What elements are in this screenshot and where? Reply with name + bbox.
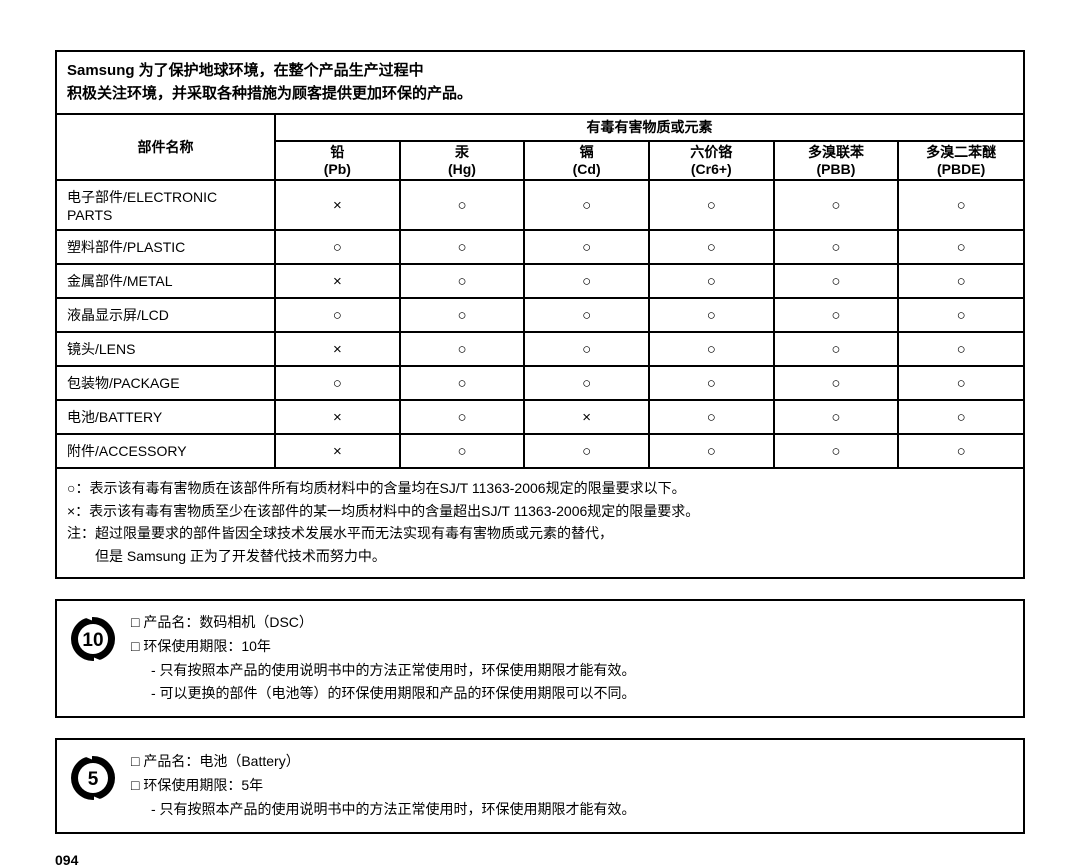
recycle-badge-10-icon: 10 [69,611,117,663]
value-cell: ○ [400,264,525,298]
info-block-10: 10 □ 产品名：数码相机（DSC） □ 环保使用期限：10年 - 只有按照本产… [55,599,1025,718]
value-cell: × [275,180,400,230]
value-cell: ○ [524,332,649,366]
value-cell: ○ [400,366,525,400]
col-pbb: 多溴联苯(PBB) [774,141,899,181]
value-cell: ○ [898,264,1023,298]
value-cell: ○ [524,230,649,264]
block10-l1: □ 产品名：数码相机（DSC） [131,611,636,635]
value-cell: ○ [774,230,899,264]
value-cell: × [275,400,400,434]
value-cell: ○ [649,230,774,264]
info-block-5: 5 □ 产品名：电池（Battery） □ 环保使用期限：5年 - 只有按照本产… [55,738,1025,833]
footnote-cross: ×：表示该有毒有害物质至少在该部件的某一均质材料中的含量超出SJ/T 11363… [67,500,1013,522]
recycle-badge-5-icon: 5 [69,750,117,802]
value-cell: ○ [524,264,649,298]
value-cell: ○ [774,180,899,230]
value-cell: ○ [649,264,774,298]
value-cell: × [275,332,400,366]
value-cell: ○ [898,230,1023,264]
value-cell: ○ [524,366,649,400]
value-cell: ○ [400,298,525,332]
footnote-note-l2: 但是 Samsung 正为了开发替代技术而努力中。 [67,545,1013,567]
block10-l2: □ 环保使用期限：10年 [131,635,636,659]
value-cell: ○ [400,434,525,468]
table-row: 塑料部件/PLASTIC○○○○○○ [57,230,1023,264]
substance-table: 部件名称 有毒有害物质或元素 铅(Pb) 汞(Hg) 镉(Cd) 六价铬(Cr6… [57,115,1023,577]
value-cell: ○ [649,434,774,468]
col-pb: 铅(Pb) [275,141,400,181]
block10-l3: - 只有按照本产品的使用说明书中的方法正常使用时，环保使用期限才能有效。 [131,659,636,683]
intro-line2: 积极关注环境，并采取各种措施为顾客提供更加环保的产品。 [67,83,1013,106]
block5-l2: □ 环保使用期限：5年 [131,774,636,798]
value-cell: × [275,434,400,468]
table-row: 电子部件/ELECTRONIC PARTS×○○○○○ [57,180,1023,230]
block5-l3: - 只有按照本产品的使用说明书中的方法正常使用时，环保使用期限才能有效。 [131,798,636,822]
value-cell: ○ [400,332,525,366]
info-block-10-text: □ 产品名：数码相机（DSC） □ 环保使用期限：10年 - 只有按照本产品的使… [131,611,636,706]
value-cell: ○ [400,400,525,434]
value-cell: × [275,264,400,298]
value-cell: ○ [898,434,1023,468]
value-cell: × [524,400,649,434]
part-name-cell: 包装物/PACKAGE [57,366,275,400]
intro-line1: Samsung 为了保护地球环境，在整个产品生产过程中 [67,60,1013,83]
part-name-cell: 附件/ACCESSORY [57,434,275,468]
svg-text:5: 5 [88,769,99,790]
col-cr6: 六价铬(Cr6+) [649,141,774,181]
part-name-cell: 液晶显示屏/LCD [57,298,275,332]
value-cell: ○ [898,180,1023,230]
value-cell: ○ [898,366,1023,400]
table-row: 包装物/PACKAGE○○○○○○ [57,366,1023,400]
header-substances: 有毒有害物质或元素 [275,115,1023,141]
value-cell: ○ [275,298,400,332]
value-cell: ○ [524,434,649,468]
col-cd: 镉(Cd) [524,141,649,181]
header-part-name: 部件名称 [57,115,275,180]
footnote-note-l1: 注：超过限量要求的部件皆因全球技术发展水平而无法实现有毒有害物质或元素的替代， [67,522,1013,544]
value-cell: ○ [524,298,649,332]
table-row: 金属部件/METAL×○○○○○ [57,264,1023,298]
table-row: 电池/BATTERY×○×○○○ [57,400,1023,434]
rohs-outer-box: Samsung 为了保护地球环境，在整个产品生产过程中 积极关注环境，并采取各种… [55,50,1025,579]
value-cell: ○ [649,180,774,230]
svg-text:10: 10 [82,630,103,651]
value-cell: ○ [400,180,525,230]
block5-l1: □ 产品名：电池（Battery） [131,750,636,774]
value-cell: ○ [275,366,400,400]
value-cell: ○ [774,400,899,434]
part-name-cell: 塑料部件/PLASTIC [57,230,275,264]
col-pbde: 多溴二苯醚(PBDE) [898,141,1023,181]
value-cell: ○ [774,298,899,332]
footnote-circle: ○：表示该有毒有害物质在该部件所有均质材料中的含量均在SJ/T 11363-20… [67,477,1013,499]
value-cell: ○ [524,180,649,230]
value-cell: ○ [898,298,1023,332]
info-block-5-text: □ 产品名：电池（Battery） □ 环保使用期限：5年 - 只有按照本产品的… [131,750,636,821]
table-row: 液晶显示屏/LCD○○○○○○ [57,298,1023,332]
page-number: 094 [55,852,1025,868]
part-name-cell: 镜头/LENS [57,332,275,366]
value-cell: ○ [649,298,774,332]
table-row: 镜头/LENS×○○○○○ [57,332,1023,366]
intro-text: Samsung 为了保护地球环境，在整个产品生产过程中 积极关注环境，并采取各种… [57,52,1023,115]
block10-l4: - 可以更换的部件（电池等）的环保使用期限和产品的环保使用期限可以不同。 [131,682,636,706]
value-cell: ○ [774,332,899,366]
col-hg: 汞(Hg) [400,141,525,181]
value-cell: ○ [649,332,774,366]
value-cell: ○ [275,230,400,264]
footnotes: ○：表示该有毒有害物质在该部件所有均质材料中的含量均在SJ/T 11363-20… [57,469,1023,577]
part-name-cell: 电子部件/ELECTRONIC PARTS [57,180,275,230]
part-name-cell: 电池/BATTERY [57,400,275,434]
value-cell: ○ [774,434,899,468]
part-name-cell: 金属部件/METAL [57,264,275,298]
value-cell: ○ [774,366,899,400]
value-cell: ○ [774,264,899,298]
value-cell: ○ [898,332,1023,366]
table-row: 附件/ACCESSORY×○○○○○ [57,434,1023,468]
value-cell: ○ [898,400,1023,434]
value-cell: ○ [649,366,774,400]
value-cell: ○ [400,230,525,264]
value-cell: ○ [649,400,774,434]
